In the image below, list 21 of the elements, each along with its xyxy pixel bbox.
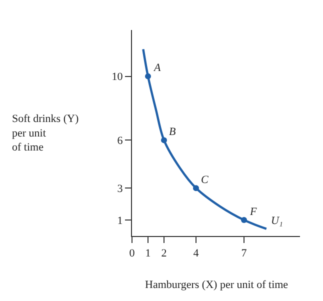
point	[241, 217, 247, 224]
annotation: A	[153, 62, 161, 74]
annotation: F	[249, 206, 257, 218]
x-tick-label: 1	[145, 247, 151, 260]
y-tick-label: 6	[117, 135, 124, 148]
x-tick-label: 2	[161, 247, 167, 260]
y-tick-label: 3	[117, 182, 124, 195]
annotation: B	[169, 126, 176, 138]
y-tick-label: 10	[112, 71, 124, 84]
x-tick-label: 7	[241, 247, 248, 260]
x-tick-label: 4	[193, 247, 200, 260]
x-axis-title: Hamburgers (X) per unit of time	[145, 279, 288, 291]
point	[161, 137, 167, 144]
y-tick-label: 1	[117, 214, 123, 227]
annotation: C	[201, 174, 209, 186]
annotation: U₁	[271, 215, 283, 227]
point	[145, 73, 151, 80]
line-series	[142, 48, 268, 230]
point	[193, 185, 199, 192]
x-tick-label: 0	[129, 247, 136, 260]
y-axis-title: Soft drinks (Y) per unit of time	[12, 113, 79, 154]
